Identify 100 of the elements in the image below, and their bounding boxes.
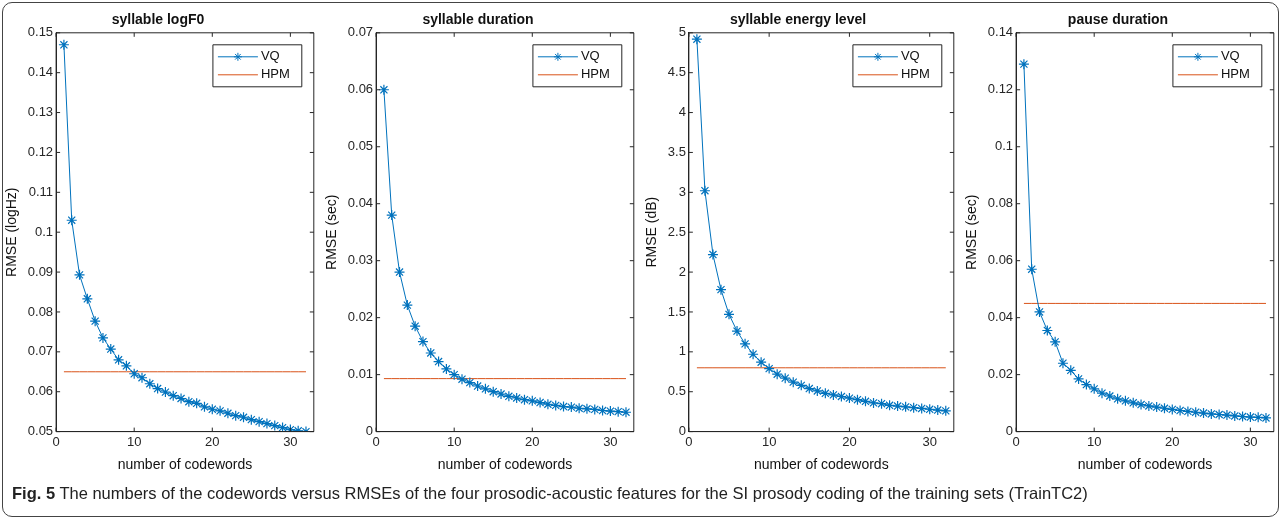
point (191, 397, 203, 409)
point (691, 33, 703, 45)
point (1143, 400, 1155, 412)
point (534, 396, 546, 409)
point (175, 392, 187, 405)
point (707, 248, 719, 261)
point (1260, 412, 1272, 424)
point (269, 420, 281, 432)
x-tick-label: 10 (446, 433, 462, 449)
point (183, 396, 195, 408)
point (620, 406, 632, 418)
point (214, 405, 226, 417)
point (892, 400, 904, 412)
point (1221, 409, 1233, 421)
point (1190, 406, 1202, 418)
point (261, 418, 273, 430)
point (573, 402, 585, 414)
point (425, 347, 437, 359)
point (417, 335, 429, 348)
y-tick-label: 0.07 (27, 343, 54, 359)
point (1065, 364, 1077, 376)
point (66, 214, 78, 226)
point (495, 388, 507, 400)
legend-label: VQ (900, 48, 920, 64)
point (518, 394, 531, 406)
point (795, 379, 807, 391)
x-tick-label: 30 (283, 433, 298, 449)
point (1151, 401, 1163, 413)
point (1104, 390, 1116, 402)
point (448, 369, 460, 381)
legend-label: HPM (580, 66, 610, 82)
point (526, 395, 538, 407)
x-tick-label: 30 (603, 433, 618, 449)
point (378, 84, 390, 96)
y-tick-label: 0.09 (27, 263, 54, 279)
x-tick-label: 30 (922, 433, 937, 449)
point (1026, 263, 1038, 275)
point (401, 299, 413, 311)
point (472, 380, 484, 392)
point (940, 405, 952, 417)
point (851, 394, 864, 406)
point (835, 390, 848, 403)
point (550, 399, 562, 411)
point (827, 389, 839, 401)
point (1049, 336, 1061, 348)
y-tick-label: 0.07 (347, 24, 374, 40)
point (1096, 387, 1108, 399)
point (386, 209, 398, 221)
legend-label: HPM (260, 66, 290, 82)
point (875, 398, 888, 410)
point (908, 402, 920, 414)
point (900, 401, 912, 413)
y-tick-label: 0.14 (27, 64, 54, 80)
chart-title: syllable duration (422, 11, 534, 28)
x-axis-title: number of codewords (117, 456, 253, 473)
y-tick-label: 0.06 (27, 383, 54, 399)
caption: Fig. 5 The numbers of the codewords versus RMSEs of the four prosodic-acoustic features for the SI prosody coding of the training sets (TrainTC2) (12, 484, 1088, 503)
point (1072, 373, 1085, 385)
point (731, 325, 743, 337)
point (1088, 383, 1100, 395)
point (557, 400, 570, 413)
point (819, 387, 831, 399)
point (1182, 405, 1194, 417)
point (565, 401, 577, 413)
point (739, 338, 751, 350)
y-axis-title: RMSE (dB) (643, 196, 660, 268)
point (73, 269, 86, 281)
point (503, 390, 515, 402)
point (771, 368, 783, 380)
y-tick-label: 0.08 (987, 195, 1014, 211)
point (456, 373, 468, 385)
point (859, 395, 872, 407)
y-tick-label: 2.5 (667, 223, 686, 239)
y-tick-label: 0.1 (995, 138, 1014, 154)
point (612, 406, 624, 418)
y-tick-label: 0.12 (987, 81, 1014, 97)
x-axis-title: number of codewords (1077, 456, 1213, 473)
point (1041, 324, 1053, 337)
y-tick-label: 0.01 (347, 366, 374, 382)
point (1158, 402, 1171, 414)
y-axis-title: RMSE (sec) (323, 194, 340, 270)
point (393, 266, 406, 278)
point (589, 403, 601, 415)
y-tick-label: 0.11 (28, 183, 54, 199)
point (1174, 404, 1186, 417)
y-tick-label: 0.15 (27, 24, 54, 40)
point (1080, 379, 1092, 391)
point (198, 401, 211, 413)
point (932, 404, 944, 416)
y-tick-label: 0.1 (35, 223, 54, 239)
point (763, 362, 775, 375)
point (276, 422, 289, 432)
point (1244, 411, 1256, 423)
y-tick-label: 0.14 (987, 24, 1014, 40)
point (803, 382, 815, 395)
point (1229, 410, 1241, 422)
x-axis-title: number of codewords (754, 456, 889, 473)
point (206, 403, 218, 415)
point (144, 378, 156, 390)
point (867, 397, 880, 409)
